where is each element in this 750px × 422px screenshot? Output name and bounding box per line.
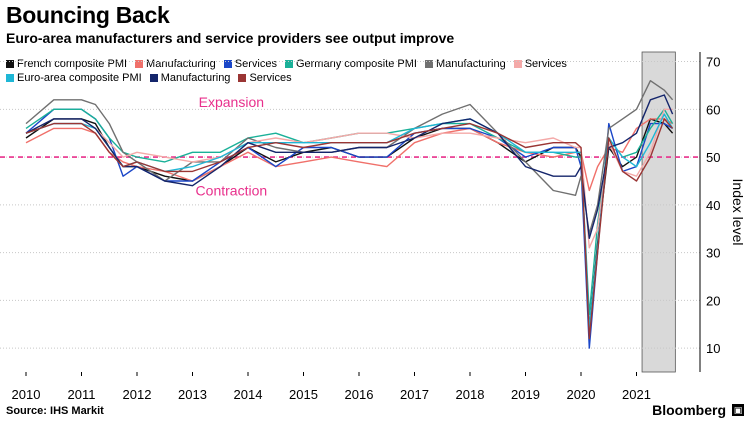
legend-label: Services — [234, 58, 277, 70]
legend-item: Germany composite PMI — [284, 57, 417, 71]
series-line-5 — [25, 108, 673, 249]
legend-item: Euro-area composite PMI — [6, 71, 142, 85]
legend-label: Services — [249, 72, 292, 84]
x-tick-label: 2018 — [456, 387, 485, 402]
legend-item: Manufacturing — [149, 71, 231, 85]
legend-item: Services — [238, 71, 292, 85]
legend-row: Euro-area composite PMI Manufacturing Serv… — [6, 71, 646, 85]
series-line-2 — [25, 108, 673, 349]
series-line-3 — [25, 108, 674, 316]
y-tick-label: 20 — [706, 293, 720, 308]
legend-swatch — [135, 60, 144, 68]
annotation-contraction: Contraction — [196, 182, 268, 198]
legend-label: Manufacturing — [160, 72, 231, 84]
legend-swatch — [513, 60, 522, 68]
shaded-region — [641, 51, 676, 373]
legend-swatch — [284, 60, 293, 68]
legend-swatch — [238, 74, 247, 82]
x-tick-label: 2017 — [400, 387, 429, 402]
legend-swatch — [6, 74, 14, 82]
legend-label: Services — [524, 58, 567, 70]
legend-label: Euro-area composite PMI — [17, 72, 142, 84]
legend-item: Manufacturing — [135, 57, 216, 71]
y-tick-label: 70 — [706, 55, 720, 70]
x-tick-label: 2014 — [234, 387, 263, 402]
legend-label: Manufacturing — [146, 58, 216, 70]
series-line-8 — [25, 118, 674, 340]
x-tick-label: 2020 — [567, 387, 596, 402]
x-tick-label: 2012 — [123, 387, 152, 402]
legend-label: Germany composite PMI — [295, 58, 417, 70]
x-tick-label: 2015 — [289, 387, 318, 402]
series-line-1 — [25, 118, 673, 192]
series-line-0 — [25, 118, 674, 330]
y-tick-label: 30 — [706, 246, 720, 261]
x-tick-label: 2016 — [345, 387, 374, 402]
bloomberg-icon: ▣ — [732, 404, 744, 416]
y-tick-label: 60 — [706, 102, 720, 117]
legend-label: French composite PMI — [17, 58, 128, 70]
x-tick-label: 2013 — [178, 387, 207, 402]
x-tick-label: 2010 — [12, 387, 41, 402]
source-note: Source: IHS Markit — [6, 405, 104, 417]
brand-logo: Bloomberg — [652, 402, 726, 418]
legend-row: French composite PMI Manufacturing Service… — [6, 57, 646, 71]
legend-swatch — [425, 60, 433, 68]
series-line-6 — [25, 113, 674, 330]
annotation-expansion: Expansion — [199, 94, 264, 110]
y-tick-label: 40 — [706, 198, 720, 213]
legend-item: French composite PMI — [6, 57, 127, 71]
legend-item: Manufacturing — [425, 57, 506, 71]
x-tick-label: 2021 — [622, 387, 651, 402]
legend-swatch — [6, 60, 14, 68]
y-axis-label: Index level — [730, 179, 746, 246]
x-tick-label: 2011 — [68, 387, 96, 402]
legend: French composite PMI Manufacturing Service… — [6, 57, 646, 85]
x-tick-label: 2019 — [511, 387, 540, 402]
legend-item: Services — [223, 57, 277, 71]
legend-swatch — [223, 60, 232, 68]
chart-subtitle: Euro-area manufacturers and service prov… — [6, 30, 455, 46]
legend-item: Services — [513, 57, 567, 71]
legend-label: Manufacturing — [436, 58, 506, 70]
y-tick-label: 10 — [706, 341, 720, 356]
legend-swatch — [149, 74, 158, 82]
chart-title: Bouncing Back — [6, 2, 170, 28]
y-tick-label: 50 — [706, 150, 720, 165]
